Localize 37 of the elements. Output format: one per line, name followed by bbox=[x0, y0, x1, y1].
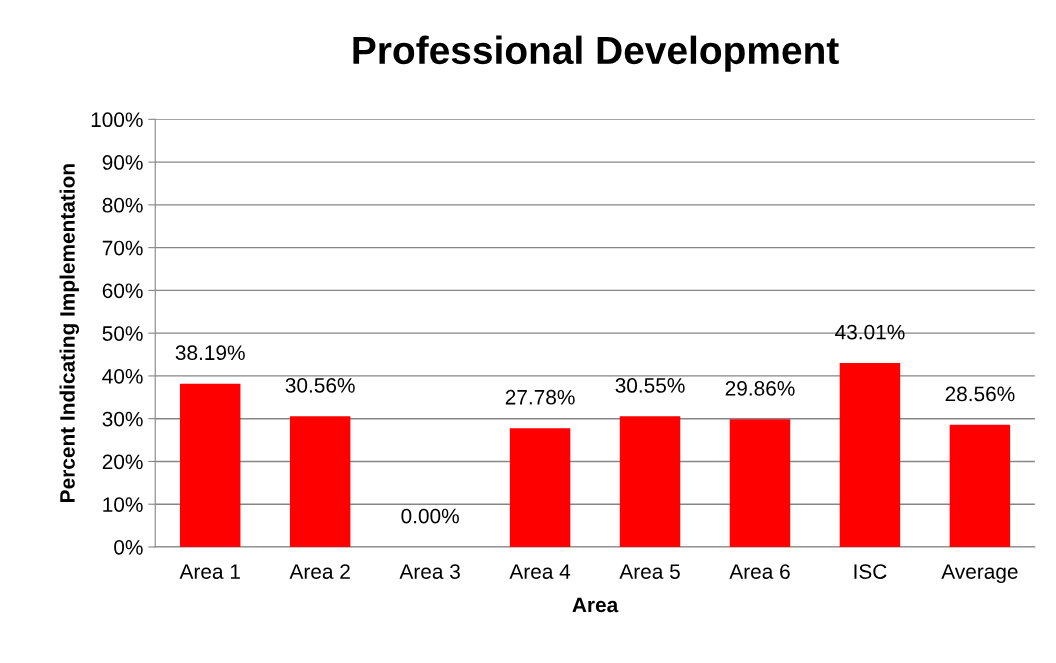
y-tick-label: 10% bbox=[103, 497, 143, 512]
y-tick-label: 60% bbox=[102, 283, 143, 299]
x-tick-label: Area 4 bbox=[509, 564, 571, 579]
x-tick-label: Area 1 bbox=[179, 564, 240, 579]
data-label: 0.00% bbox=[401, 508, 459, 524]
y-tick-label: 30% bbox=[102, 411, 143, 427]
y-tick-label: 100% bbox=[91, 112, 143, 128]
x-axis-title: Area bbox=[572, 597, 619, 613]
y-tick-label: 80% bbox=[102, 197, 143, 213]
data-label: 43.01% bbox=[835, 324, 905, 340]
chart-title: Professional Development bbox=[353, 35, 839, 72]
data-label: 30.56% bbox=[285, 377, 355, 393]
data-label: 29.86% bbox=[725, 380, 795, 396]
y-tick-label: 20% bbox=[102, 454, 143, 470]
y-tick-label: 90% bbox=[102, 155, 143, 170]
y-tick-label: 50% bbox=[102, 326, 143, 341]
y-tick-label: 70% bbox=[102, 240, 143, 256]
y-axis-title: Percent Indicating Implementation bbox=[59, 164, 80, 502]
bar bbox=[619, 416, 681, 547]
x-tick-label: Area 3 bbox=[399, 564, 460, 579]
bar bbox=[949, 424, 1011, 547]
bar bbox=[509, 428, 571, 547]
x-tick-label: ISC bbox=[854, 564, 887, 579]
data-label: 38.19% bbox=[175, 345, 245, 361]
x-tick-label: Area 5 bbox=[619, 564, 680, 579]
x-tick-label: Average bbox=[941, 564, 1018, 584]
data-label: 30.55% bbox=[615, 378, 685, 393]
data-label: 27.78% bbox=[505, 389, 575, 405]
bar bbox=[289, 416, 351, 547]
x-tick-label: Area 2 bbox=[289, 564, 350, 579]
y-tick-label: 40% bbox=[102, 368, 143, 384]
y-tick-label: 0% bbox=[114, 539, 143, 555]
x-tick-label: Area 6 bbox=[729, 564, 790, 579]
bar bbox=[839, 363, 901, 547]
bar bbox=[179, 383, 241, 547]
bar bbox=[729, 419, 791, 547]
data-label: 28.56% bbox=[945, 386, 1015, 402]
